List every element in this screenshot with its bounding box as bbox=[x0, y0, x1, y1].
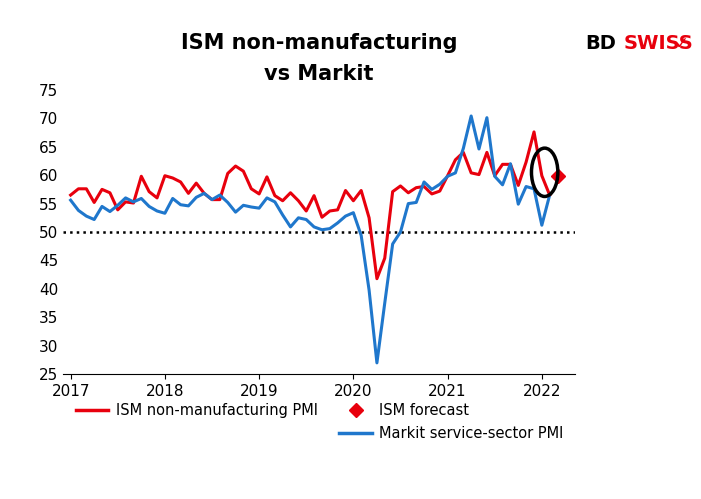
Text: vs Markit: vs Markit bbox=[264, 64, 374, 84]
Text: ✓: ✓ bbox=[674, 35, 688, 53]
Text: BD: BD bbox=[585, 34, 616, 53]
Legend: ISM non-manufacturing PMI,  , ISM forecast, Markit service-sector PMI: ISM non-manufacturing PMI, , ISM forecas… bbox=[70, 398, 569, 447]
Text: SWISS: SWISS bbox=[623, 34, 693, 53]
Text: ISM non-manufacturing: ISM non-manufacturing bbox=[181, 33, 457, 53]
